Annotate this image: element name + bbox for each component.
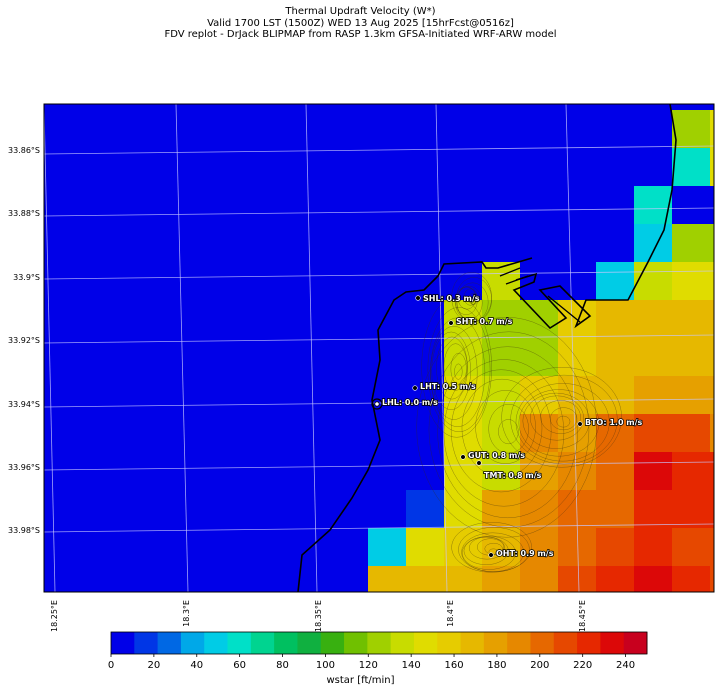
lat-tick-label: 33.86°S	[8, 146, 40, 155]
station-marker	[476, 460, 482, 466]
colorbar-swatch	[460, 632, 485, 654]
lon-tick-label: 18.4°E	[446, 600, 455, 627]
lon-tick-label: 18.25°E	[50, 600, 59, 632]
colorbar-swatch	[507, 632, 531, 654]
colorbar-swatch	[483, 632, 508, 654]
lat-tick-label: 33.96°S	[8, 463, 40, 472]
colorbar-tick-label: 240	[616, 660, 635, 671]
colorbar-tick-label: 180	[487, 660, 506, 671]
station-label: SHT: 0.7 m/s	[456, 317, 513, 326]
colorbar-swatch	[274, 632, 298, 654]
colorbar-swatch	[553, 632, 578, 654]
colorbar-swatch	[320, 632, 345, 654]
colorbar-swatch	[227, 632, 252, 654]
colorbar-swatch	[111, 632, 135, 654]
colorbar-swatch	[204, 632, 229, 654]
colorbar-tick-label: 60	[233, 660, 246, 671]
lat-tick-label: 33.88°S	[8, 209, 40, 218]
updraft-grid	[44, 104, 721, 592]
station-label: SHL: 0.3 m/s	[423, 294, 480, 303]
colorbar-swatch	[157, 632, 182, 654]
colorbar-tick-label: 140	[402, 660, 421, 671]
colorbar-tick-label: 100	[316, 660, 335, 671]
colorbar-tick-label: 0	[108, 660, 114, 671]
station-label: TMT: 0.8 m/s	[484, 471, 542, 480]
colorbar-swatch	[297, 632, 322, 654]
station-ring-marker	[371, 398, 383, 410]
station-marker	[415, 295, 421, 301]
colorbar-swatch	[577, 632, 601, 654]
colorbar-swatch	[134, 632, 159, 654]
source-line: FDV replot - DrJack BLIPMAP from RASP 1.…	[164, 29, 557, 40]
lat-tick-label: 33.98°S	[8, 526, 40, 535]
colorbar: 0 20 40 60 80 100 120 140 160 180 200 220 240	[108, 631, 648, 671]
station-marker	[448, 320, 454, 326]
lon-tick-label: 18.45°E	[578, 600, 587, 632]
station-marker	[460, 454, 466, 460]
colorbar-title: wstar [ft/min]	[326, 675, 395, 686]
chart-title: Thermal Updraft Velocity (W*)	[285, 6, 436, 17]
station-markers: SHL: 0.3 m/s SHT: 0.7 m/s LHT: 0.5 m/s LHL:…	[371, 293, 643, 559]
lon-tick-label: 18.35°E	[314, 600, 323, 632]
colorbar-tick-label: 120	[359, 660, 378, 671]
station-marker	[488, 552, 494, 558]
colorbar-swatch	[530, 632, 555, 654]
latitude-axis: 33.86°S 33.88°S 33.9°S 33.92°S 33.94°S 33.96°…	[8, 146, 40, 535]
colorbar-swatch	[600, 632, 625, 654]
station-marker	[412, 385, 418, 391]
colorbar-swatch	[390, 632, 415, 654]
colorbar-tick-label: 160	[444, 660, 463, 671]
colorbar-swatch	[250, 632, 275, 654]
lat-tick-label: 33.9°S	[13, 273, 40, 282]
coastline	[297, 103, 677, 593]
colorbar-tick-label: 200	[530, 660, 549, 671]
terrain-contours	[416, 272, 622, 573]
station-label: OHT: 0.9 m/s	[496, 549, 554, 558]
colorbar-swatch	[437, 632, 462, 654]
lat-tick-label: 33.94°S	[8, 400, 40, 409]
colorbar-tick-label: 220	[573, 660, 592, 671]
map-frame	[43, 103, 715, 593]
station-label: GUT: 0.8 m/s	[468, 451, 525, 460]
colorbar-tick-label: 80	[276, 660, 289, 671]
station-marker	[374, 401, 380, 407]
valid-time-line: Valid 1700 LST (1500Z) WED 13 Aug 2025 […	[207, 18, 514, 29]
station-label: BTO: 1.0 m/s	[585, 418, 643, 427]
lon-tick-label: 18.3°E	[182, 600, 191, 627]
station-label: LHT: 0.5 m/s	[420, 382, 476, 391]
station-marker	[577, 421, 583, 427]
lat-tick-label: 33.92°S	[8, 336, 40, 345]
colorbar-swatch	[180, 632, 205, 654]
colorbar-swatch	[367, 632, 392, 654]
colorbar-swatch	[413, 632, 438, 654]
colorbar-tick-label: 40	[190, 660, 203, 671]
longitude-axis: 18.25°E 18.3°E 18.35°E 18.4°E 18.45°E	[50, 600, 587, 632]
station-label: LHL: 0.0 m/s	[382, 398, 438, 407]
colorbar-swatch	[623, 632, 648, 654]
colorbar-tick-label: 20	[148, 660, 161, 671]
colorbar-swatch	[344, 632, 368, 654]
